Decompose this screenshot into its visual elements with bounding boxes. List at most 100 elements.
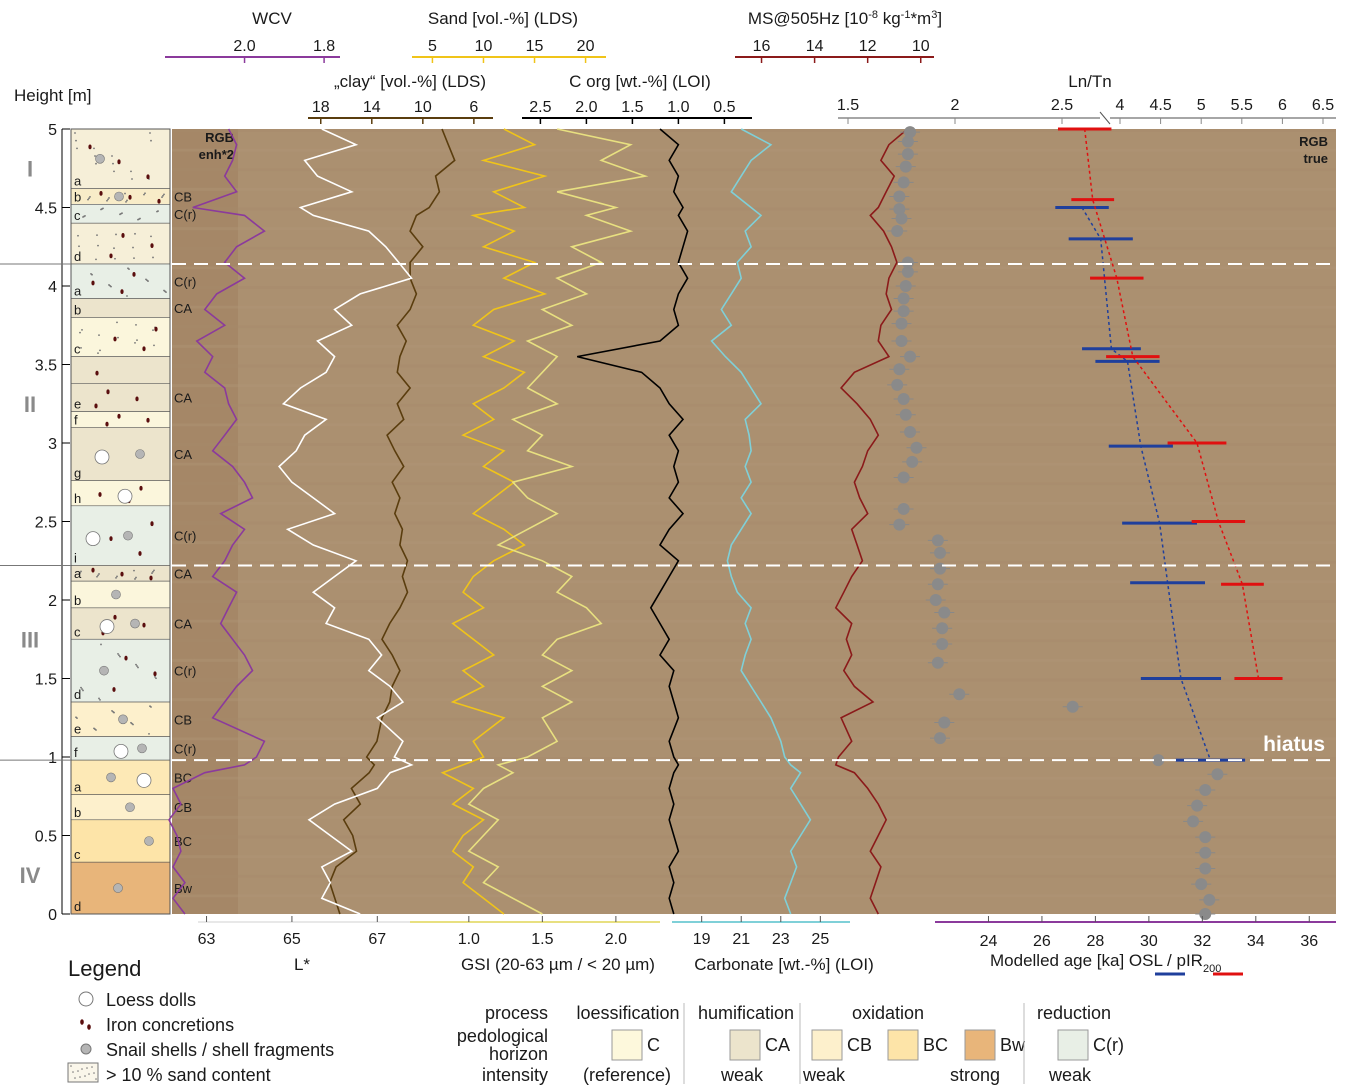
lntn-point [931,656,944,669]
sand-dot [147,280,149,282]
sand-dot [95,729,97,731]
lntn-point [899,160,912,173]
horizon-label: CA [174,566,192,581]
horizon-block [70,607,171,640]
sand-dot [150,139,152,142]
key-swatch [1057,1029,1089,1061]
photo-texture-band [172,364,1336,368]
horizon-letter: h [74,491,81,506]
key-code-label: BC [923,1035,948,1055]
sand-symbol-dot [72,1071,74,1073]
photo-label-right: RGB [1299,134,1328,149]
sand-dot [99,698,101,701]
lntn-tick-label: 5 [1197,97,1206,114]
sand-dot [135,576,137,579]
lntn-point [891,378,904,391]
iron-concretion [91,567,95,573]
iron-concretion [142,622,146,628]
legend: Legend Loess dolls Iron concretions Snail s… [67,956,1124,1085]
sand-dot [115,576,117,579]
horizon-label: CB [174,712,192,727]
sand-symbol-dot [74,1077,76,1079]
sand-dot [162,194,164,197]
lntn-point [891,225,904,238]
lntn-point [895,212,908,225]
profile-column: abCBcC(r)daC(r)bCAcdeCAfgCAhiC(r)aCAbcCA… [70,128,196,915]
photo-texture-band [172,757,1336,760]
snail-shell [137,743,147,754]
sand-dot [161,196,163,199]
snail-shell [135,449,145,459]
photo-label-left: RGB [205,130,234,145]
iron-concretion [132,271,136,277]
snail-shell [95,154,105,164]
corg-tick-label: 2.0 [575,99,597,116]
age-tick-label: 34 [1247,933,1265,950]
sand-dot [100,643,102,646]
carbonate-line [710,128,812,915]
sand-dot [117,336,119,339]
photo-texture-band [172,874,1336,878]
lntn-point [906,455,919,468]
sand-dot [143,193,145,196]
iron-concretion [117,413,121,419]
loess-doll [136,773,152,788]
sand-dot [87,198,89,201]
photo-texture-band [172,580,1336,584]
sand-dot [152,329,154,332]
key-intensity-label: weak [720,1065,764,1085]
sand-dot [130,170,132,173]
horizon-letter: b [74,593,81,608]
age-tick-label: 26 [1033,933,1051,950]
key-swatch [729,1029,761,1061]
sand-symbol-dot [95,1078,97,1080]
photo-texture-band [172,423,1336,427]
sand-dot [152,570,154,573]
photo-texture-band [172,894,1336,898]
sand-dot [116,575,118,578]
photo-texture-band [172,521,1336,525]
sand-dot [98,697,100,700]
ms-tick-label: 16 [753,38,771,55]
photo-texture-band [172,658,1336,662]
y-tick-label: 1 [48,750,57,767]
lntn-tick-label: 5.5 [1231,97,1253,114]
age-axis-title-part: 200 [1203,963,1221,975]
lntn-tick-label: 4 [1116,97,1125,114]
sand-dot [153,569,155,572]
sand-dot [126,295,128,297]
photo-texture-band [172,266,1336,270]
lntn-point [904,126,917,139]
photo-texture-band [172,482,1336,486]
snail-shell [99,665,109,676]
sand-symbol-dot [77,1070,79,1072]
lntn-axis-break [1099,111,1111,125]
corg-tick-label: 0.5 [713,99,735,116]
unit-label: IV [20,863,41,888]
key-intensity-label: weak [802,1065,846,1085]
horizon-letter: a [74,284,82,299]
photo-texture-band [172,501,1336,505]
lntn-point [899,408,912,421]
snail-shell [114,191,124,202]
ms-tick-label: 14 [806,38,824,55]
key-intensity-label: strong [950,1065,1000,1085]
key-code-label: C [647,1035,660,1055]
lntn-point [893,203,906,216]
iron-concretion [139,485,143,491]
sand-dot [99,349,101,352]
photo-texture-band [172,286,1336,289]
horizon-label: C(r) [174,741,196,756]
lntn-tick-label: 2 [951,97,960,114]
horizon-letter: d [74,899,81,914]
lstar-line [278,128,414,915]
iron-concretion [94,403,98,409]
lntn-point [934,562,947,575]
corg-tick-label: 2.5 [529,99,551,116]
horizon-letter: i [74,550,77,565]
horizon-label: CA [174,301,192,316]
iron-concretion [113,336,117,342]
sand-dot [125,200,127,203]
iron-concretion [109,536,113,542]
